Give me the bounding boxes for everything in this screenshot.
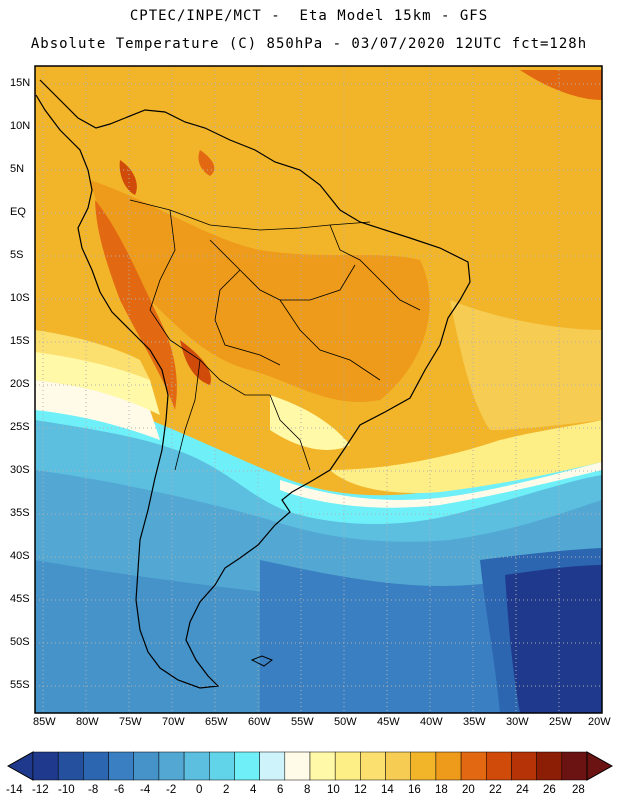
colorbar-label: 8 — [304, 784, 311, 796]
colorbar-label: -6 — [114, 784, 125, 796]
colorbar-label: 12 — [354, 784, 367, 796]
lat-label: 40S — [10, 550, 30, 562]
colorbar-label: 10 — [327, 784, 340, 796]
lat-label: 5S — [10, 249, 24, 261]
colorbar-cell — [57, 751, 84, 781]
lon-label: 85W — [33, 716, 56, 728]
colorbar-cell — [133, 751, 160, 781]
lon-label: 40W — [420, 716, 443, 728]
lat-label: 30S — [10, 464, 30, 476]
colorbar-label: 14 — [381, 784, 394, 796]
colorbar-cell — [83, 751, 109, 781]
colorbar-cell — [385, 751, 411, 781]
map-title-line1: CPTEC/INPE/MCT - Eta Model 15km - GFS — [129, 8, 489, 24]
colorbar-cell — [536, 751, 563, 781]
lon-label: 50W — [334, 716, 357, 728]
colorbar-cell — [234, 751, 260, 781]
temperature-field — [35, 66, 602, 713]
colorbar-label: 26 — [543, 784, 556, 796]
lat-label: 20S — [10, 378, 30, 390]
colorbar-cell — [334, 751, 361, 781]
lat-label: 15N — [10, 77, 31, 89]
colorbar-cell — [108, 751, 134, 781]
lat-label: 25S — [10, 421, 30, 433]
colorbar-cell — [561, 751, 588, 781]
colorbar-label: -8 — [88, 784, 99, 796]
south-america-coastline — [35, 79, 471, 689]
lon-label: 30W — [506, 716, 529, 728]
colorbar-label: 2 — [223, 784, 230, 796]
colorbar-label: 24 — [516, 784, 529, 796]
colorbar-cell — [209, 751, 235, 781]
colorbar — [6, 751, 614, 781]
colorbar-cell — [435, 751, 462, 781]
colorbar-cell — [183, 751, 210, 781]
colorbar-label: 6 — [277, 784, 284, 796]
lon-label: 80W — [76, 716, 99, 728]
colorbar-label: 16 — [408, 784, 421, 796]
lat-label: 5N — [10, 163, 25, 175]
colorbar-label: -12 — [32, 784, 49, 796]
map-title-line2: Absolute Temperature (C) 850hPa - 03/07/… — [30, 36, 588, 52]
colorbar-label: 22 — [489, 784, 502, 796]
lon-label: 25W — [549, 716, 572, 728]
lon-label: 20W — [588, 716, 611, 728]
colorbar-cell — [511, 751, 537, 781]
colorbar-max-arrow — [586, 751, 614, 781]
lat-label: 50S — [10, 636, 30, 648]
lon-label: 60W — [248, 716, 271, 728]
falkland-islands — [250, 655, 274, 667]
colorbar-label: -10 — [58, 784, 75, 796]
lon-label: 35W — [463, 716, 486, 728]
lon-label: 75W — [119, 716, 142, 728]
colorbar-label: 4 — [250, 784, 257, 796]
lat-label: 45S — [10, 593, 30, 605]
colorbar-cell — [309, 751, 336, 781]
map-frame — [34, 65, 603, 714]
colorbar-cell — [284, 751, 311, 781]
lat-label: 10S — [10, 292, 30, 304]
lon-label: 70W — [162, 716, 185, 728]
colorbar-label: -14 — [6, 784, 23, 796]
colorbar-label: -4 — [140, 784, 151, 796]
country-borders — [129, 199, 421, 471]
lon-label: 65W — [205, 716, 228, 728]
colorbar-cell — [460, 751, 487, 781]
colorbar-min-arrow — [6, 751, 34, 781]
lat-label: 15S — [10, 335, 30, 347]
colorbar-label: -2 — [166, 784, 177, 796]
lat-label: EQ — [10, 206, 26, 218]
colorbar-cell — [486, 751, 512, 781]
colorbar-cell — [259, 751, 286, 781]
colorbar-cell — [32, 751, 59, 781]
lat-label: 10N — [10, 120, 31, 132]
colorbar-cell — [410, 751, 437, 781]
map-gridlines — [35, 66, 602, 713]
lon-label: 55W — [291, 716, 314, 728]
colorbar-label: 0 — [196, 784, 203, 796]
colorbar-label: 28 — [572, 784, 585, 796]
lon-label: 45W — [377, 716, 400, 728]
colorbar-cell — [360, 751, 386, 781]
lat-label: 55S — [10, 679, 30, 691]
colorbar-label: 18 — [435, 784, 448, 796]
colorbar-label: 20 — [462, 784, 475, 796]
colorbar-cell — [158, 751, 185, 781]
lat-label: 35S — [10, 507, 30, 519]
